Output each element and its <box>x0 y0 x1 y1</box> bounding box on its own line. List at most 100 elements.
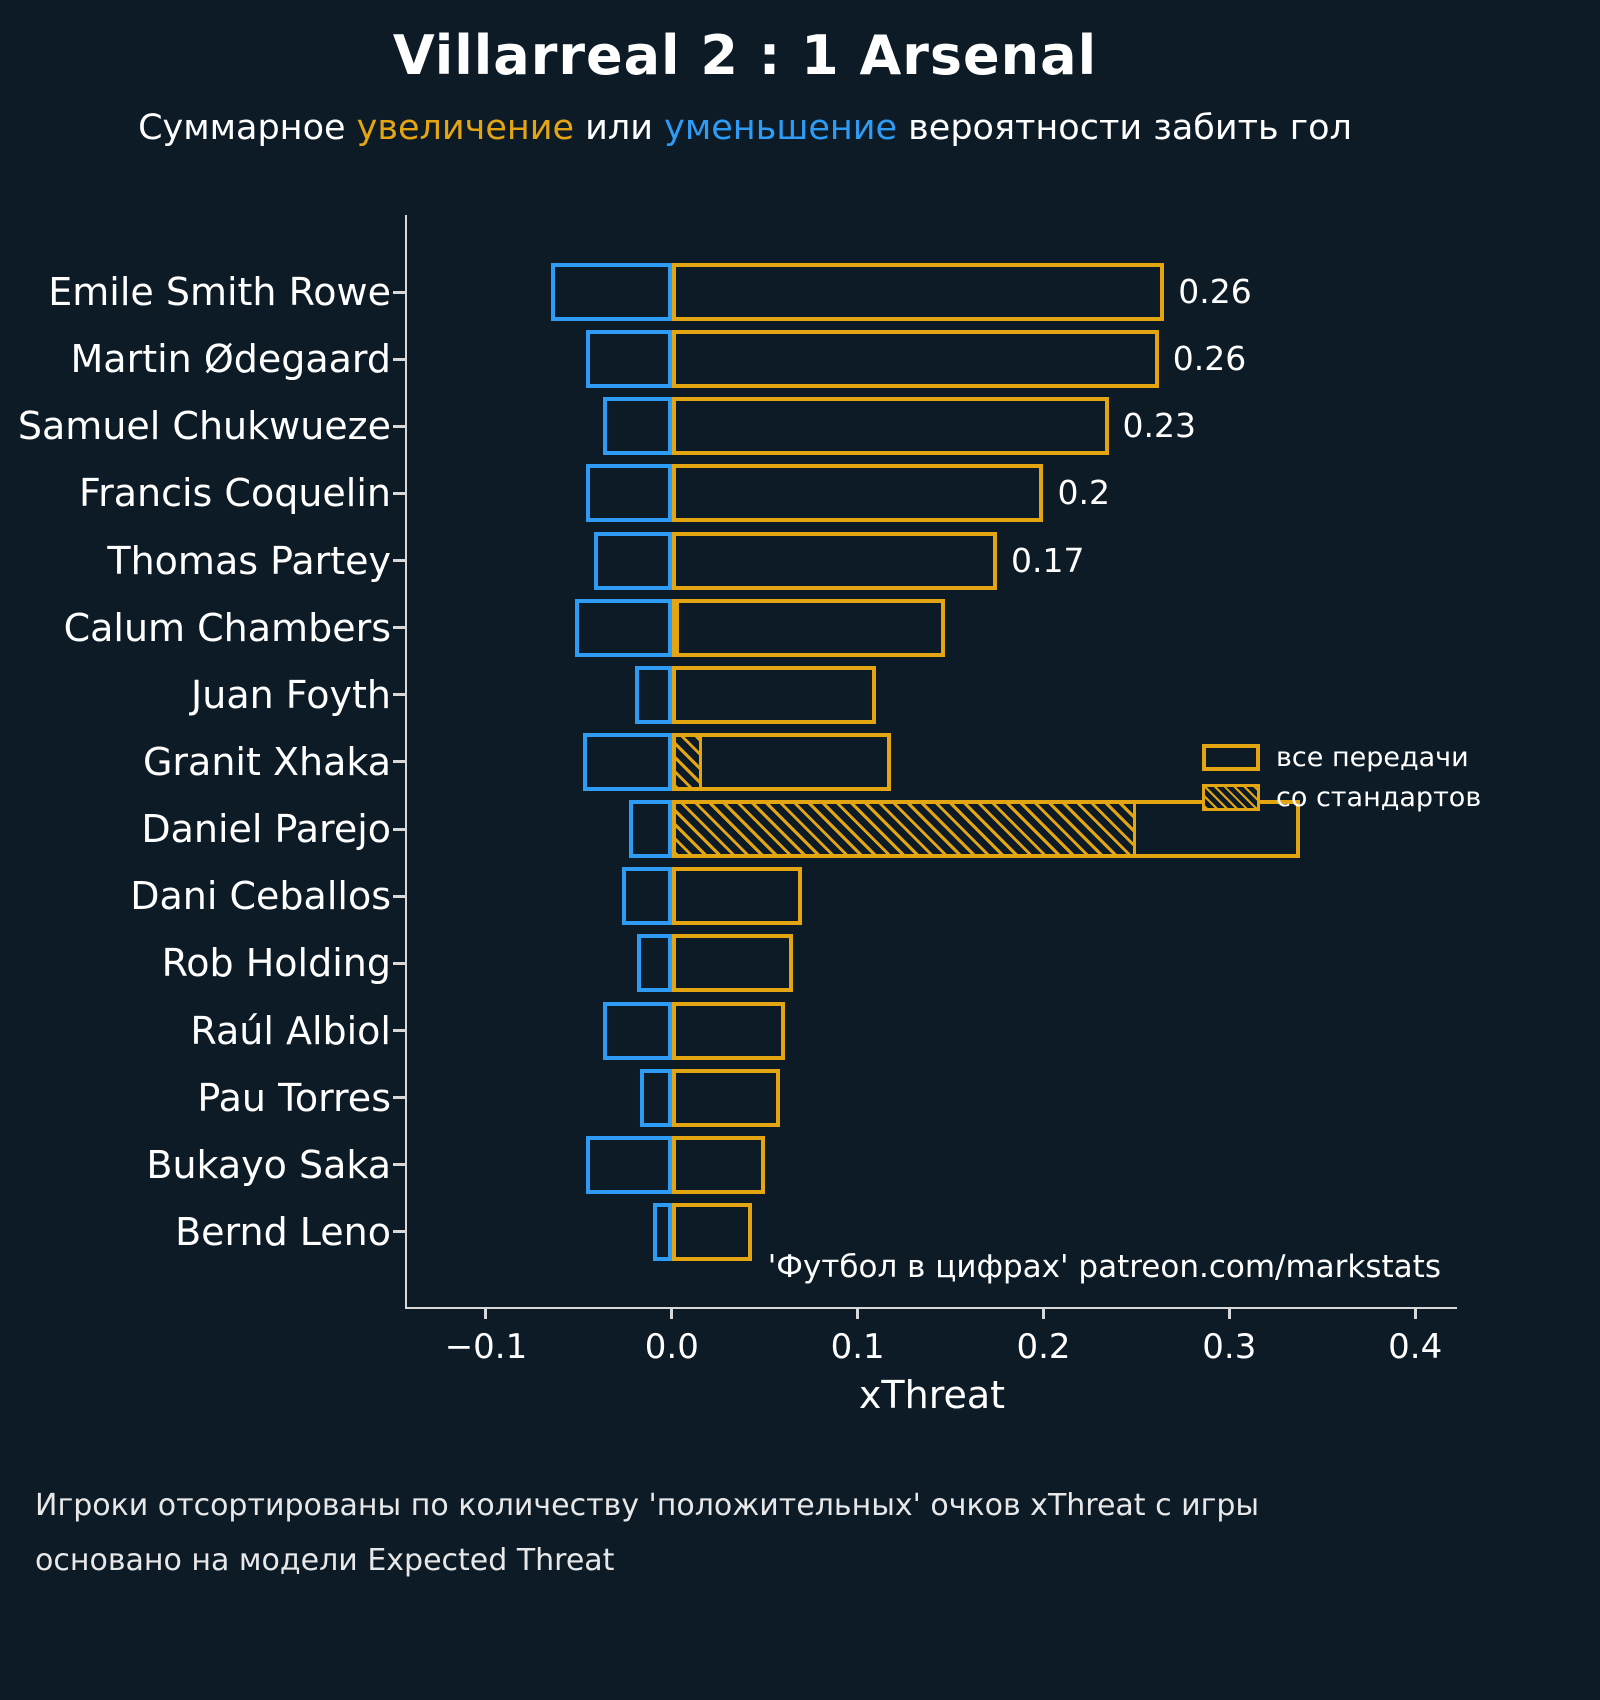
y-axis-tick <box>393 626 405 630</box>
bar-value-label: 0.2 <box>1057 473 1110 513</box>
y-axis-tick <box>393 424 405 428</box>
x-axis-tick <box>670 1307 674 1319</box>
bar-value-label: 0.23 <box>1122 406 1197 446</box>
bar-value-label: 0.17 <box>1011 540 1085 580</box>
bar-positive <box>671 330 1159 389</box>
x-axis-tick <box>1227 1307 1231 1319</box>
y-axis-label-player: Pau Torres <box>197 1075 391 1120</box>
y-axis-label-player: Francis Coquelin <box>79 471 391 516</box>
bar-positive <box>671 732 892 791</box>
bar-negative <box>586 464 672 523</box>
y-axis-label-player: Daniel Parejo <box>141 807 391 852</box>
y-axis-tick <box>393 1029 405 1033</box>
bar-negative <box>653 1202 672 1261</box>
x-axis-tick-label: 0.1 <box>830 1327 885 1367</box>
bar-negative <box>640 1068 672 1127</box>
bar-positive <box>671 397 1109 456</box>
subtitle-decrease-word: уменьшение <box>664 108 898 148</box>
bar-positive <box>671 867 802 926</box>
watermark: 'Футбол в цифрах' patreon.com/markstats <box>767 1249 1441 1285</box>
bar-positive <box>671 1135 765 1194</box>
footer-line-2: основано на модели Expected Threat <box>35 1543 615 1578</box>
y-axis-label-player: Emile Smith Rowe <box>48 270 391 314</box>
subtitle-suffix: вероятности забить гол <box>897 108 1352 148</box>
subtitle-middle: или <box>574 108 665 148</box>
y-axis-tick <box>393 1096 405 1100</box>
y-axis-tick <box>393 760 405 764</box>
y-axis-label-player: Dani Ceballos <box>130 874 391 919</box>
bar-negative <box>621 867 672 926</box>
legend-label-set-pieces: со стандартов <box>1276 781 1482 813</box>
x-axis-tick <box>856 1307 860 1319</box>
y-axis-label-player: Martin Ødegaard <box>70 337 392 382</box>
bar-positive <box>671 464 1044 523</box>
x-axis-tick-label: −0.1 <box>444 1327 528 1367</box>
x-axis-tick-label: 0.0 <box>644 1327 699 1367</box>
y-axis-label-player: Raúl Albiol <box>190 1008 391 1053</box>
x-axis-tick-label: 0.3 <box>1202 1327 1257 1367</box>
bar-value-label: 0.26 <box>1178 272 1252 311</box>
y-axis-tick <box>393 827 405 831</box>
y-axis-tick <box>393 559 405 563</box>
y-axis-label-player: Juan Foyth <box>191 672 391 717</box>
y-axis-tick <box>393 491 405 495</box>
bar-negative <box>629 800 672 859</box>
legend: все передачи со стандартов <box>1202 737 1481 817</box>
x-axis-tick-label: 0.2 <box>1016 1327 1071 1367</box>
bar-set-piece <box>671 598 680 657</box>
footer-note: Игроки отсортированы по количеству 'поло… <box>35 1478 1259 1588</box>
bar-positive <box>671 665 877 724</box>
y-axis-tick <box>393 1230 405 1234</box>
bar-value-label: 0.26 <box>1172 339 1247 379</box>
bar-positive <box>671 1202 752 1261</box>
bar-negative <box>582 732 672 791</box>
bar-negative <box>586 1135 672 1194</box>
bar-positive <box>671 598 945 657</box>
bar-negative <box>603 1001 672 1060</box>
y-axis-tick <box>393 290 405 294</box>
subtitle-prefix: Суммарное <box>138 108 357 148</box>
bar-negative <box>575 598 672 657</box>
bar-positive <box>671 263 1165 321</box>
bar-negative <box>593 531 672 590</box>
x-axis-tick <box>1042 1307 1045 1319</box>
x-axis-tick <box>484 1307 488 1319</box>
chart-subtitle: Суммарное увеличение или уменьшение веро… <box>0 108 1490 148</box>
y-axis-label-player: Thomas Partey <box>107 538 391 583</box>
y-axis-label-player: Samuel Chukwueze <box>17 404 391 449</box>
y-axis-tick <box>393 894 405 898</box>
legend-item-all-passes: все передачи <box>1202 737 1481 777</box>
x-axis-tick <box>1413 1307 1417 1319</box>
y-axis-label-player: Rob Holding <box>161 941 391 986</box>
bar-negative <box>636 934 672 993</box>
y-axis-label-player: Calum Chambers <box>63 605 391 650</box>
legend-swatch-set-pieces-icon <box>1202 783 1260 811</box>
legend-item-set-pieces: со стандартов <box>1202 777 1481 817</box>
bar-positive <box>671 1001 786 1060</box>
bar-negative <box>634 665 672 724</box>
bar-positive <box>671 934 793 993</box>
bar-set-piece <box>671 732 702 791</box>
bar-positive <box>671 1068 780 1127</box>
subtitle-increase-word: увеличение <box>356 108 575 148</box>
legend-swatch-all-passes-icon <box>1202 743 1260 771</box>
bar-positive <box>671 531 998 590</box>
y-axis-label-player: Granit Xhaka <box>142 739 391 784</box>
x-axis-label: xThreat <box>858 1373 1006 1417</box>
y-axis-label-player: Bernd Leno <box>175 1209 391 1254</box>
y-axis-tick <box>393 1163 405 1167</box>
y-axis-tick <box>393 961 405 965</box>
y-axis-tick <box>393 693 405 697</box>
bar-negative <box>551 263 672 321</box>
plot-area: все передачи со стандартов 'Футбол в циф… <box>18 215 1481 1417</box>
y-axis-label-player: Bukayo Saka <box>146 1142 391 1187</box>
footer-line-1: Игроки отсортированы по количеству 'поло… <box>35 1488 1260 1523</box>
bar-set-piece <box>671 800 1137 859</box>
y-axis-tick <box>393 357 405 361</box>
bar-negative <box>603 397 672 456</box>
x-axis-tick-label: 0.4 <box>1388 1327 1443 1367</box>
legend-label-all-passes: все передачи <box>1276 741 1469 773</box>
chart-title: Villarreal 2 : 1 Arsenal <box>392 24 1098 87</box>
bar-negative <box>586 330 672 389</box>
